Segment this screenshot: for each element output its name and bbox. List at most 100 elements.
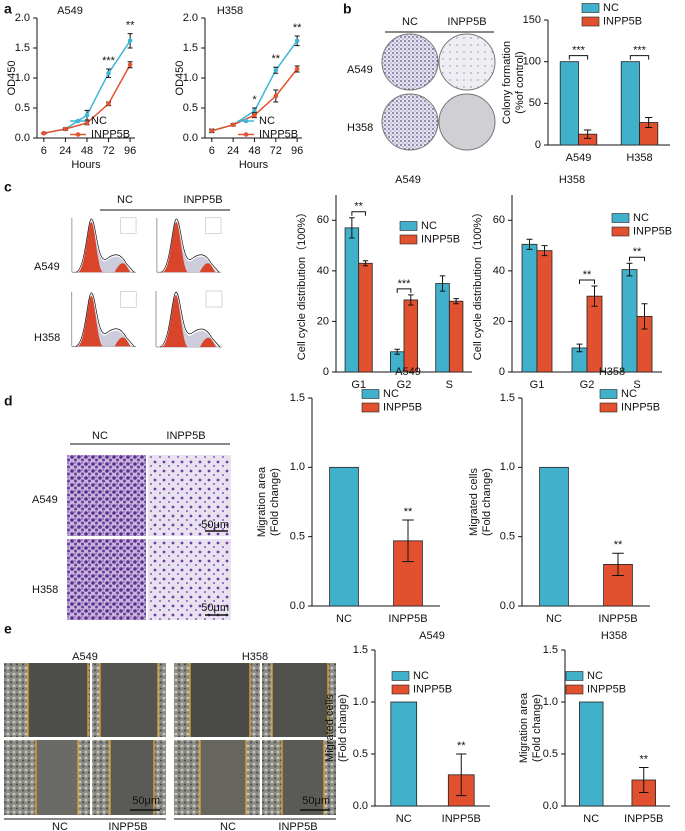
flow-histograms (64, 209, 230, 355)
row-label: A549 (347, 64, 373, 76)
y-axis-label: (Fold change) (269, 468, 281, 536)
legend-label: INPP5B (91, 128, 130, 140)
legend-label: INPP5B (421, 233, 460, 245)
annotation: *** (572, 45, 586, 57)
y-tick-label: 0 (499, 366, 505, 378)
bar (344, 227, 360, 373)
annotation: ** (272, 53, 281, 65)
legend-label: NC (259, 115, 275, 127)
panel-letter: b (343, 1, 352, 17)
column-label: NC (117, 194, 133, 206)
legend-marker (581, 16, 600, 27)
error-bar (576, 343, 583, 353)
x-tick-label: 24 (59, 145, 71, 157)
legend-marker (75, 132, 81, 137)
point (230, 122, 236, 128)
legend-marker (243, 118, 249, 124)
legend-marker (399, 234, 418, 245)
x-tick-label: A549 (566, 152, 592, 164)
y-tick-label: 60 (317, 214, 329, 226)
scale-bar-label: 50μm (201, 602, 229, 614)
y-tick-label: 2.0 (183, 12, 198, 24)
annotation: ** (354, 201, 363, 213)
chart-title: A549 (395, 366, 421, 378)
x-tick-label: 48 (81, 145, 93, 157)
panel-letter: c (4, 179, 12, 195)
y-tick-label: 40 (317, 265, 329, 277)
y-axis-label: OD450 (6, 61, 18, 96)
bar (559, 61, 579, 146)
colony-plates (381, 31, 496, 151)
wound-images (4, 663, 336, 820)
y-tick-label: 0.5 (500, 531, 515, 543)
group-label: INPP5B (108, 821, 147, 831)
annotation: *** (633, 45, 647, 57)
significance-bracket (351, 211, 366, 216)
annotation: ** (457, 740, 466, 752)
point (84, 112, 90, 118)
point (106, 101, 111, 107)
point (106, 70, 111, 76)
error-bar (644, 117, 653, 128)
scale-bar-label: 50μm (302, 795, 330, 807)
x-tick-label: INPP5B (598, 613, 637, 625)
y-tick-label: 0.0 (183, 132, 198, 144)
y-tick-label: 0.5 (353, 748, 368, 760)
group-label: INPP5B (278, 821, 317, 831)
legend-marker (361, 402, 380, 413)
y-axis-label: Migration area (518, 692, 530, 763)
chart-title: H358 (601, 630, 627, 642)
bar (403, 299, 419, 373)
column-label: H358 (242, 651, 268, 663)
y-tick-label: 20 (317, 315, 329, 327)
y-tick-label: 0.0 (353, 800, 368, 812)
error-bar (526, 238, 533, 250)
y-tick-label: 0.5 (290, 531, 305, 543)
x-axis-label: Hours (239, 159, 269, 171)
x-tick-label: G2 (397, 379, 412, 391)
error-bar (408, 294, 414, 306)
y-tick-label: 1.5 (500, 392, 515, 404)
column-label: INPP5B (166, 430, 205, 442)
y-tick-label: 50 (529, 97, 541, 109)
significance-bracket (579, 279, 595, 285)
error-bar (453, 298, 459, 305)
legend-marker (611, 213, 630, 223)
bar (539, 466, 569, 607)
x-tick-label: S (633, 379, 640, 391)
scale-bar-label: 50μm (132, 795, 160, 807)
bar (536, 250, 553, 373)
point (63, 126, 68, 132)
column-label: A549 (72, 651, 98, 663)
x-tick-label: G1 (351, 379, 366, 391)
x-tick-label: NC (396, 813, 412, 825)
y-tick-label: 1.5 (290, 392, 305, 404)
chart-title: A549 (419, 630, 445, 642)
x-tick-label: INPP5B (442, 813, 481, 825)
x-tick-label: 6 (209, 145, 215, 157)
x-tick-label: G2 (580, 379, 595, 391)
scale-bar-label: 50μm (201, 519, 229, 531)
legend-label: NC (603, 2, 619, 14)
point (127, 38, 133, 44)
legend-label: INPP5B (603, 15, 642, 27)
annotation: ** (583, 269, 592, 281)
bar (586, 295, 603, 373)
annotation: *** (398, 278, 412, 290)
legend-marker (599, 402, 618, 413)
y-axis-label: OD450 (174, 61, 186, 96)
row-label: A549 (32, 494, 58, 506)
legend-marker (75, 118, 81, 124)
legend-marker (361, 389, 380, 399)
y-axis-label: (Fold change) (337, 694, 349, 762)
column-label: INPP5B (447, 16, 486, 28)
legend-label: INPP5B (413, 683, 452, 695)
significance-bracket (568, 55, 589, 60)
legend-label: INPP5B (633, 225, 672, 237)
legend-label: INPP5B (621, 401, 660, 413)
point (252, 112, 257, 118)
bar (448, 300, 464, 373)
legend-marker (391, 684, 410, 695)
significance-bracket (629, 55, 650, 60)
y-tick-label: 0.0 (500, 600, 515, 612)
